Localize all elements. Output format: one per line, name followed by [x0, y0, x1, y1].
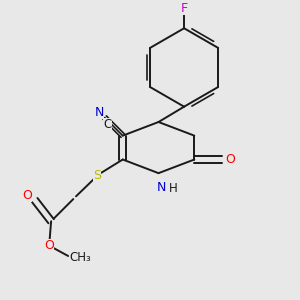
- Text: H: H: [169, 182, 177, 195]
- Text: O: O: [44, 239, 54, 252]
- Text: F: F: [181, 2, 188, 15]
- Text: N: N: [94, 106, 104, 119]
- Text: N: N: [157, 181, 167, 194]
- Text: CH₃: CH₃: [69, 251, 91, 264]
- Text: O: O: [22, 190, 32, 202]
- Text: O: O: [225, 153, 235, 166]
- Text: C: C: [103, 118, 112, 131]
- Text: S: S: [93, 169, 101, 182]
